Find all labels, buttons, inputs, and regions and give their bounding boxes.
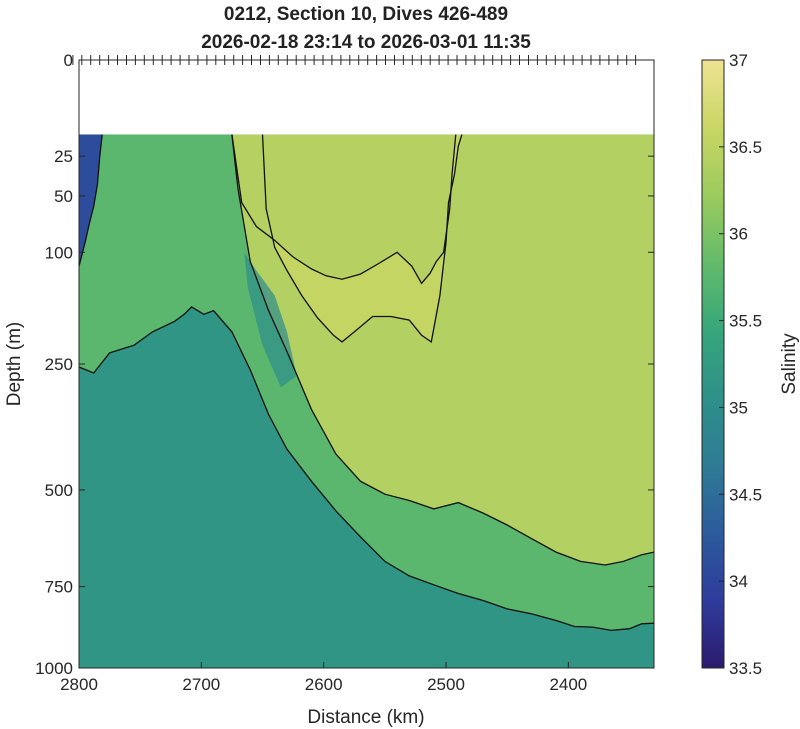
colorbar-tick-label: 35	[729, 398, 748, 417]
y-tick-label: 750	[45, 578, 73, 597]
x-axis: 2800 2700 2600 2500 2400	[60, 662, 587, 694]
colorbar-tick-label: 35.5	[729, 312, 762, 331]
y-tick-label: 50	[54, 187, 73, 206]
x-tick-label: 2800	[60, 675, 98, 694]
y-tick-label: 250	[45, 355, 73, 374]
plot-area	[72, 55, 655, 669]
water-mass-core-inner	[231, 134, 456, 284]
salinity-field	[79, 134, 654, 668]
x-tick-label: 2500	[427, 675, 465, 694]
colorbar-label: Salinity	[779, 333, 800, 395]
colorbar-tick-label: 34.5	[729, 485, 762, 504]
contour-main-deep	[79, 306, 654, 632]
y-tick-label: 500	[45, 481, 73, 500]
contour-core-outer	[261, 134, 463, 343]
colorbar-tick-label: 33.5	[729, 659, 762, 678]
x-tick-label: 2700	[182, 675, 220, 694]
x-tick-label: 2600	[305, 675, 343, 694]
y-tick-label: 1000	[35, 659, 73, 678]
colorbar-tick-label: 36.5	[729, 138, 762, 157]
colorbar-gradient	[701, 59, 725, 669]
y-tick-label: 100	[45, 243, 73, 262]
y-axis-label: Depth (m)	[4, 322, 25, 406]
y-tick-label: 25	[54, 147, 73, 166]
chart-title-line-1: 0212, Section 10, Dives 426-489	[224, 4, 508, 25]
contour-core-inner	[231, 134, 457, 285]
y-tick-label: 0	[64, 51, 73, 70]
dive-markers	[72, 55, 637, 65]
colorbar-tick-label: 37	[729, 51, 748, 70]
water-mass-surface-fresh	[79, 134, 103, 267]
y-axis: 0 25 50 100 250 500 750 1000	[35, 51, 654, 678]
colorbar-tick-label: 34	[729, 572, 748, 591]
colorbar-tick-label: 36	[729, 225, 748, 244]
contour-west-shallow	[79, 134, 103, 267]
colorbar: 33.5 34 34.5 35 35.5 36 36.5 37	[701, 51, 762, 678]
chart-title-line-2: 2026-02-18 23:14 to 2026-03-01 11:35	[201, 32, 531, 53]
x-tick-label: 2400	[549, 675, 587, 694]
fresh-intrusion	[244, 252, 297, 388]
x-axis-label: Distance (km)	[307, 707, 424, 728]
contour-main-mid	[231, 134, 654, 566]
